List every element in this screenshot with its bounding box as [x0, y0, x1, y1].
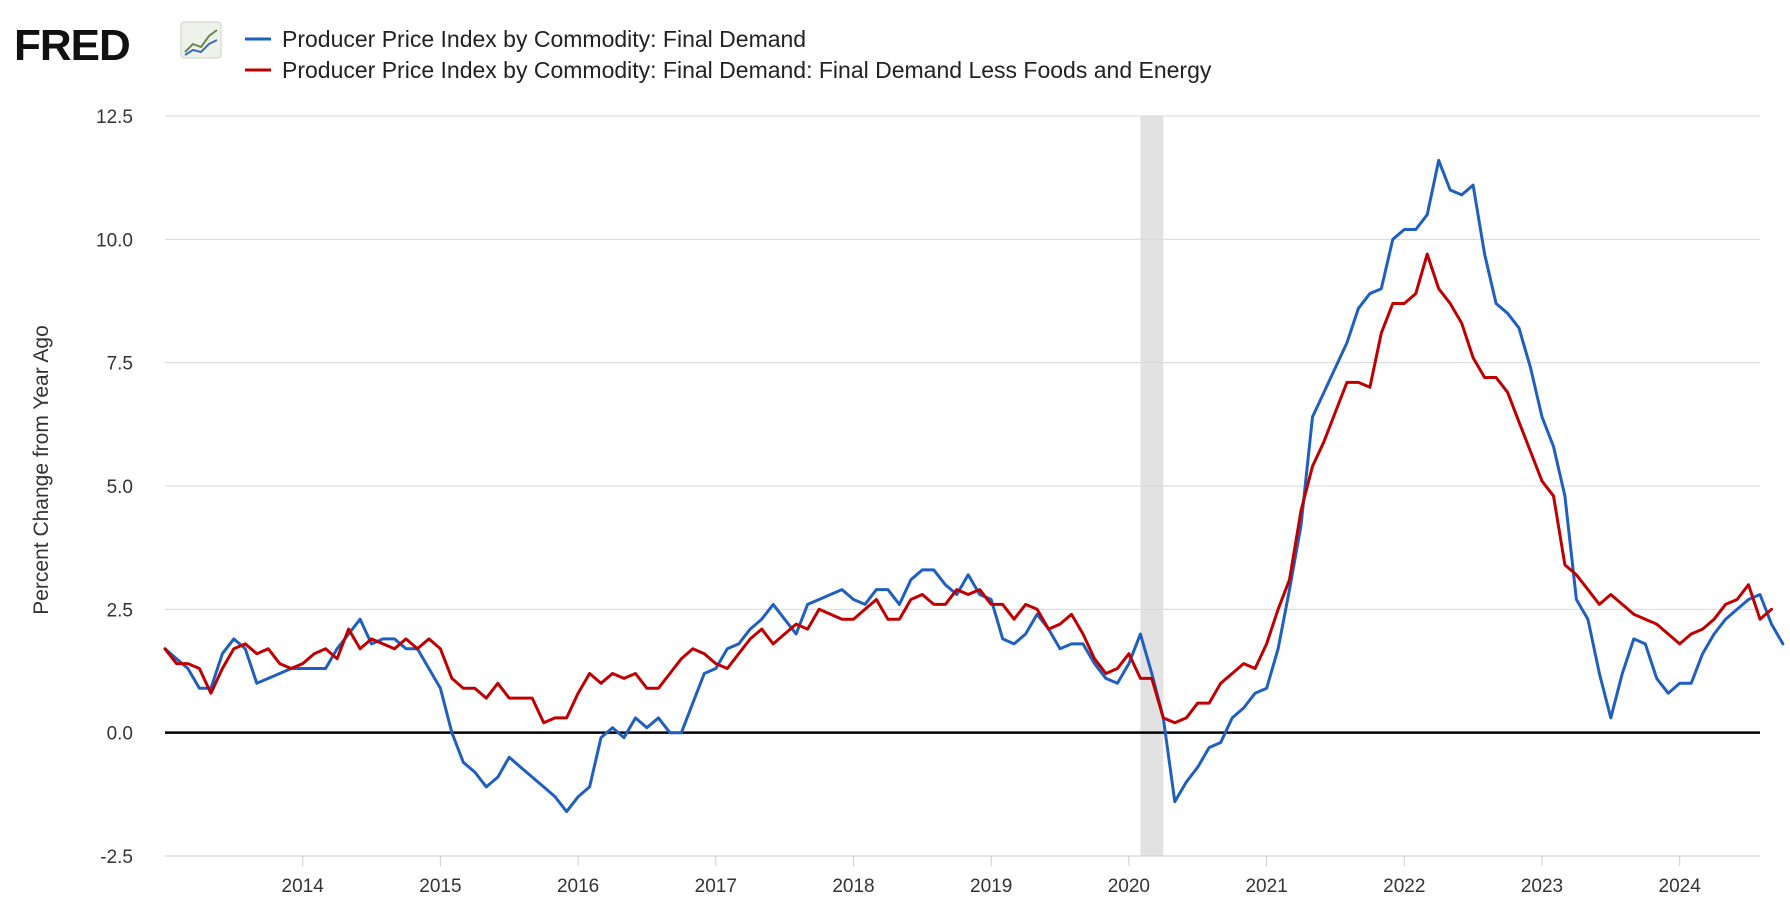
legend-label-final-demand: Producer Price Index by Commodity: Final…	[282, 26, 806, 52]
y-tick-label: -2.5	[100, 847, 133, 868]
y-tick-label: 5.0	[107, 477, 133, 498]
x-tick-label: 2021	[1245, 876, 1287, 897]
trend-chart-icon	[180, 21, 222, 59]
grid-layer	[165, 115, 1760, 857]
y-tick-label: 7.5	[107, 354, 133, 375]
series-layer	[163, 158, 1785, 814]
x-tick-label: 2014	[282, 876, 325, 897]
x-tick-label: 2017	[695, 876, 737, 897]
x-tick-label: 2015	[419, 876, 461, 897]
y-tick-label: 10.0	[96, 230, 133, 251]
x-tick-label: 2018	[832, 876, 874, 897]
x-axis: 2014 2015 2016 2017 2018 2019 2020 2021 2022 2023…	[165, 855, 1760, 897]
fred-logo[interactable]: FRED	[14, 21, 222, 70]
y-tick-labels: 12.5 10.0 7.5 5.0 2.5 0.0 -2.5	[96, 107, 133, 868]
y-axis-title: Percent Change from Year Ago	[30, 325, 53, 615]
legend: Producer Price Index by Commodity: Final…	[245, 26, 1212, 83]
x-tick-label: 2019	[970, 876, 1012, 897]
legend-item-final-demand[interactable]: Producer Price Index by Commodity: Final…	[245, 26, 806, 52]
x-tick-label: 2024	[1659, 876, 1702, 897]
x-tick-label: 2020	[1108, 876, 1150, 897]
legend-label-less-foods-energy: Producer Price Index by Commodity: Final…	[282, 57, 1212, 83]
x-tick-label: 2023	[1521, 876, 1563, 897]
x-tick-label: 2016	[557, 876, 599, 897]
legend-item-less-foods-energy[interactable]: Producer Price Index by Commodity: Final…	[245, 57, 1212, 83]
x-tick-label: 2022	[1383, 876, 1425, 897]
logo-wordmark: FRED	[14, 21, 130, 70]
y-tick-label: 0.0	[107, 724, 133, 745]
y-tick-label: 2.5	[107, 600, 133, 621]
y-tick-label: 12.5	[96, 107, 133, 128]
series-line-final-demand[interactable]	[163, 158, 1785, 814]
series-line-less-foods-energy[interactable]	[163, 252, 1773, 725]
